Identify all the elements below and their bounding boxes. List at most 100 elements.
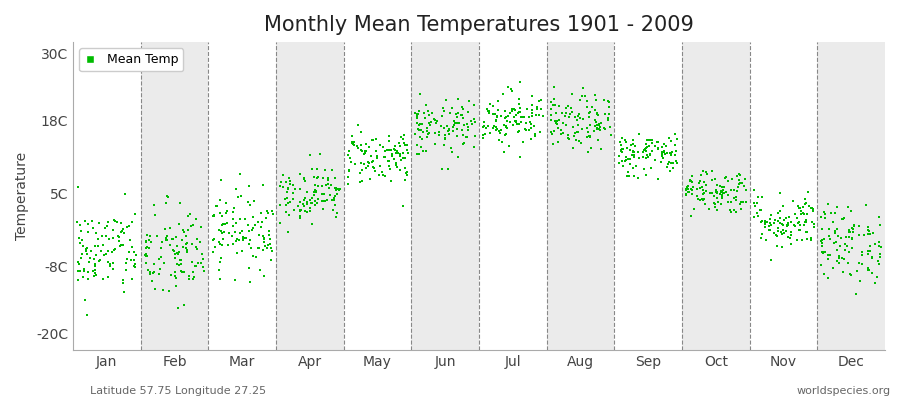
Point — [293, 208, 308, 215]
Point — [408, 131, 422, 137]
Point — [397, 155, 411, 162]
Point — [182, 272, 196, 279]
Point — [830, 204, 844, 210]
Point — [846, 226, 860, 232]
Point — [564, 105, 579, 112]
Point — [160, 237, 175, 243]
Point — [615, 157, 629, 164]
Point — [176, 269, 191, 275]
Point — [74, 255, 88, 262]
Point — [834, 216, 849, 222]
Point — [171, 305, 185, 312]
Point — [525, 110, 539, 117]
Point — [314, 182, 328, 189]
Point — [357, 151, 372, 157]
Point — [83, 254, 97, 261]
Point — [88, 263, 103, 270]
Point — [754, 230, 769, 237]
Point — [384, 147, 399, 153]
Point — [342, 166, 356, 173]
Point — [112, 238, 127, 244]
Point — [187, 274, 202, 280]
Point — [868, 280, 883, 286]
Point — [840, 243, 854, 249]
Point — [89, 272, 104, 278]
Point — [574, 126, 589, 132]
Point — [719, 189, 733, 196]
Point — [384, 152, 399, 159]
Point — [428, 141, 443, 147]
Point — [293, 199, 308, 205]
Point — [367, 165, 382, 171]
Point — [697, 191, 711, 197]
Point — [232, 216, 247, 223]
Point — [594, 145, 608, 152]
Point — [681, 189, 696, 196]
Point — [410, 150, 424, 157]
Point — [342, 148, 356, 155]
Point — [140, 238, 154, 244]
Point — [536, 113, 550, 119]
Point — [283, 199, 297, 206]
Point — [302, 152, 317, 158]
Point — [519, 119, 534, 126]
Point — [783, 235, 797, 242]
Point — [795, 237, 809, 243]
Point — [179, 245, 194, 252]
Point — [177, 229, 192, 235]
Point — [451, 96, 465, 102]
Point — [770, 233, 784, 239]
Point — [711, 198, 725, 205]
Point — [580, 104, 594, 110]
Point — [758, 221, 772, 227]
Point — [412, 108, 427, 114]
Point — [266, 210, 280, 217]
Point — [300, 199, 314, 205]
Point — [816, 250, 831, 256]
Point — [817, 249, 832, 255]
Point — [552, 102, 566, 109]
Point — [784, 232, 798, 238]
Point — [865, 255, 879, 261]
Point — [279, 179, 293, 186]
Point — [702, 190, 716, 196]
Point — [602, 124, 616, 130]
Point — [842, 271, 857, 278]
Point — [104, 263, 118, 269]
Point — [855, 260, 869, 267]
Point — [735, 180, 750, 186]
Point — [799, 211, 814, 217]
Point — [873, 254, 887, 260]
Point — [321, 175, 336, 181]
Point — [482, 130, 497, 137]
Point — [664, 152, 679, 158]
Point — [247, 214, 261, 220]
Point — [792, 226, 806, 233]
Point — [851, 222, 866, 229]
Point — [214, 242, 229, 249]
Point — [640, 144, 654, 151]
Point — [144, 239, 158, 246]
Point — [590, 137, 605, 144]
Point — [547, 128, 562, 134]
Point — [264, 245, 278, 251]
Point — [253, 267, 267, 273]
Point — [552, 117, 566, 123]
Point — [583, 134, 598, 141]
Point — [460, 134, 474, 140]
Point — [186, 269, 201, 275]
Point — [525, 102, 539, 109]
Point — [770, 210, 785, 216]
Point — [397, 139, 411, 146]
Point — [689, 185, 704, 192]
Point — [545, 102, 560, 108]
Point — [252, 245, 266, 252]
Point — [861, 266, 876, 273]
Point — [784, 229, 798, 235]
Point — [774, 229, 788, 235]
Point — [656, 155, 670, 161]
Point — [788, 223, 802, 230]
Point — [296, 203, 310, 209]
Point — [513, 154, 527, 160]
Point — [259, 208, 274, 214]
